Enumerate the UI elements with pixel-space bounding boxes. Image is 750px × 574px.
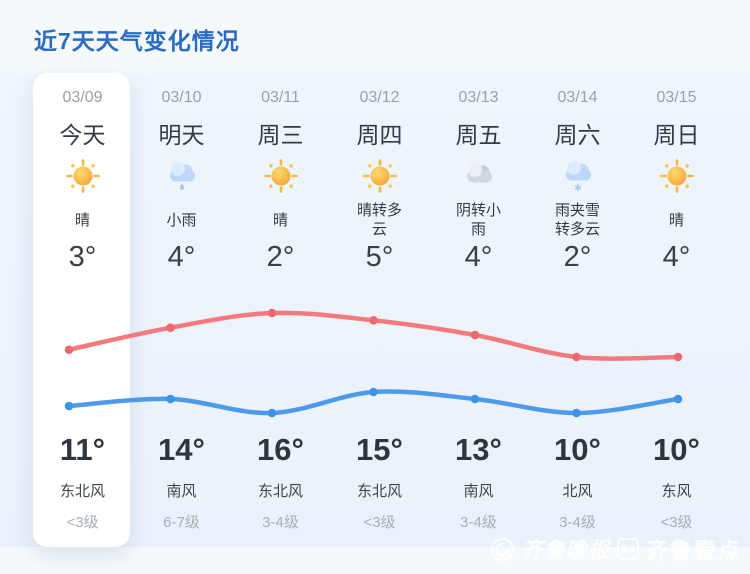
low-temp: 4° [464, 241, 493, 273]
day-label: 周三 [257, 122, 304, 148]
day-column-tomorrow[interactable]: 03/10 明天 小雨 4° 14° 南风 6-7级 [132, 73, 231, 547]
wind-direction: 东北风 [356, 483, 402, 500]
day-label: 今天 [59, 122, 106, 148]
weather-desc: 晴 [668, 211, 684, 229]
wind-level: <3级 [66, 514, 99, 531]
low-temp: 2° [266, 241, 295, 273]
light-rain-icon [132, 155, 231, 197]
wind-direction: 东北风 [59, 483, 105, 500]
day-label: 明天 [158, 122, 205, 148]
low-temp: 5° [365, 241, 394, 273]
day-label: 周六 [554, 122, 601, 148]
date-label: 03/12 [359, 89, 400, 106]
high-temp: 10° [653, 432, 700, 467]
sun-icon [33, 155, 132, 197]
wind-direction: 南风 [463, 483, 494, 500]
high-temp: 14° [158, 432, 205, 467]
wind-level: 3-4级 [262, 514, 299, 531]
watermark: 齐鲁晚报 壹点 齐鲁壹点 [490, 531, 742, 567]
low-temp: 4° [167, 241, 196, 273]
date-label: 03/15 [656, 89, 697, 106]
high-temp: 11° [59, 432, 106, 467]
date-label: 03/14 [557, 89, 598, 106]
wind-direction: 东风 [661, 483, 692, 500]
high-temp: 16° [257, 432, 304, 467]
wind-direction: 北风 [562, 483, 593, 500]
day-column-wed[interactable]: 03/11 周三 晴 2° 16° 东北风 3-4级 [231, 73, 330, 547]
wind-level: <3级 [363, 514, 396, 531]
date-label: 03/13 [458, 89, 499, 106]
day-column-fri[interactable]: 03/13 周五 阴转小雨 4° 13° 南风 3-4级 [429, 73, 528, 547]
high-temp: 15° [356, 432, 403, 467]
page-title: 近7天天气变化情况 [34, 28, 240, 54]
weather-desc: 晴 [272, 211, 288, 229]
day-label: 周五 [455, 122, 502, 148]
newspaper-logo-icon [490, 537, 515, 561]
wind-level: 6-7级 [163, 514, 200, 531]
weather-desc: 晴转多云 [356, 202, 402, 238]
day-column-today[interactable]: 03/09 今天 晴 3° 11° 东北风 <3级 [33, 73, 132, 547]
wind-level: 3-4级 [559, 514, 596, 531]
date-label: 03/10 [161, 89, 202, 106]
date-label: 03/11 [261, 89, 300, 106]
overcast-icon [429, 155, 528, 197]
watermark-brand-name: 齐鲁壹点 [645, 538, 742, 563]
watermark-paper-name: 齐鲁晚报 [521, 537, 610, 562]
wind-level: 3-4级 [460, 514, 497, 531]
day-label: 周日 [653, 122, 700, 148]
low-temp: 3° [68, 241, 97, 273]
high-temp: 10° [554, 432, 601, 467]
sun-icon [231, 155, 330, 197]
low-temp: 4° [662, 241, 691, 273]
today-highlight-card [33, 73, 130, 547]
day-label: 周四 [356, 122, 403, 148]
wind-direction: 南风 [166, 483, 197, 500]
yidian-badge-icon: 壹点 [616, 538, 639, 560]
day-column-sun[interactable]: 03/15 周日 晴 4° 10° 东风 <3级 [627, 73, 726, 547]
wind-level: <3级 [660, 514, 693, 531]
sleet-icon [528, 155, 627, 197]
sun-icon [627, 155, 726, 197]
weather-desc: 阴转小雨 [455, 202, 501, 238]
date-label: 03/09 [62, 89, 103, 106]
day-column-thu[interactable]: 03/12 周四 晴转多云 5° 15° 东北风 <3级 [330, 73, 429, 547]
weather-desc: 雨夹雪转多云 [554, 202, 600, 238]
weather-desc: 小雨 [166, 211, 197, 229]
sun-icon [330, 155, 429, 197]
weather-desc: 晴 [74, 211, 90, 229]
wind-direction: 东北风 [257, 483, 303, 500]
day-column-sat[interactable]: 03/14 周六 雨夹雪转多云 2° 10° 北风 3-4级 [528, 73, 627, 547]
low-temp: 2° [563, 241, 592, 273]
high-temp: 13° [455, 432, 502, 467]
